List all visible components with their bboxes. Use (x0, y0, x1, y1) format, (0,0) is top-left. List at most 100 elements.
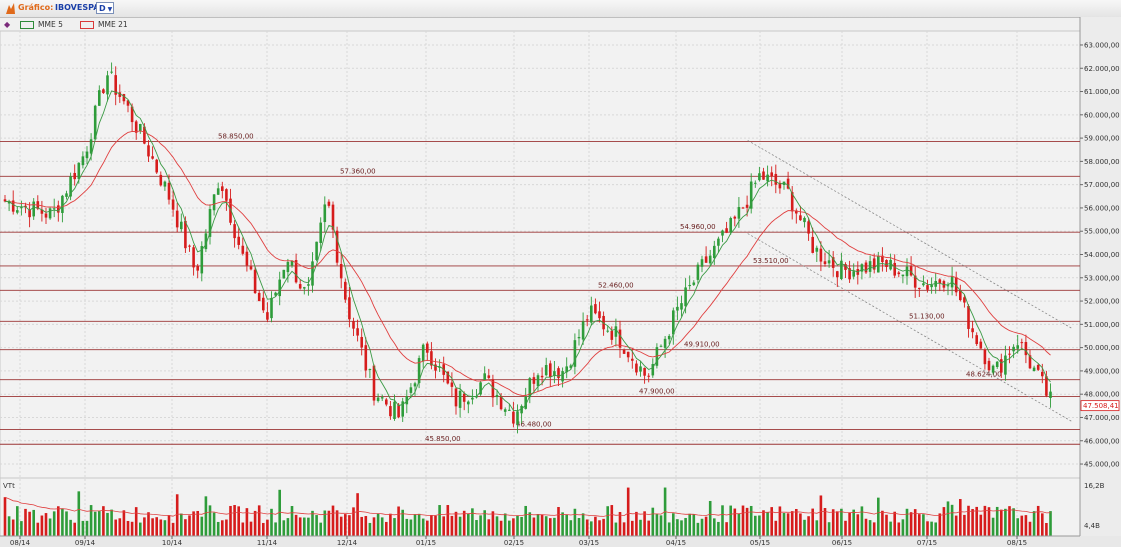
date-axis-panel (0, 536, 1121, 547)
volume-bar (352, 507, 355, 536)
legend-ema21[interactable]: MME 21 (80, 20, 128, 29)
candle-up (290, 260, 294, 266)
candle-down (532, 377, 536, 384)
volume-bar (360, 516, 363, 536)
candle-up (922, 283, 925, 286)
volume-bar (24, 508, 27, 536)
volume-bar (303, 517, 306, 536)
level-label: 53.510,00 (753, 257, 789, 265)
y-tick-label: 58.000,00 (1084, 158, 1120, 166)
volume-bar (795, 508, 798, 536)
volume-bar (602, 518, 605, 536)
volume-bar (594, 516, 597, 536)
candle-down (175, 210, 179, 228)
volume-bar (421, 518, 425, 536)
volume-bar (89, 505, 93, 536)
candle-down (339, 263, 343, 279)
candle-down (741, 207, 745, 209)
candle-up (663, 338, 667, 348)
volume-bar (831, 509, 835, 536)
volume-bar (811, 508, 814, 536)
volume-bar (643, 511, 646, 536)
volume-bar (368, 522, 372, 536)
candle-up (684, 287, 687, 307)
level-label: 49.910,00 (684, 341, 720, 349)
candle-up (93, 105, 97, 140)
volume-bar (569, 520, 573, 536)
volume-bar (454, 511, 458, 536)
candle-down (647, 375, 650, 377)
candle-down (602, 315, 605, 330)
candle-up (651, 364, 655, 376)
volume-bar (462, 510, 466, 536)
volume-bar (684, 517, 687, 536)
candle-down (249, 266, 253, 270)
candle-down (795, 210, 798, 214)
volume-bar (991, 517, 995, 536)
candle-up (1049, 391, 1052, 398)
candle-up (1016, 345, 1019, 349)
support-resistance-lines: 58.850,00 57.360,00 54.960,00 53.510,00 52.4… (0, 133, 1080, 445)
volume-bar (348, 515, 351, 536)
volume-bar (81, 520, 85, 536)
volume-bar (1016, 518, 1019, 536)
volume-bar (122, 510, 126, 536)
candle-up (163, 181, 167, 187)
volume-bar (286, 518, 290, 536)
candle-down (979, 341, 983, 349)
candle-down (893, 262, 896, 276)
last-price-marker: 47.508,41 (1080, 400, 1120, 412)
volume-bar (696, 522, 700, 536)
volume-bar (836, 511, 839, 536)
volume-bar (590, 521, 593, 536)
period-select[interactable]: D ▼ (96, 2, 114, 14)
volume-bar (561, 512, 564, 536)
candle-up (368, 369, 372, 371)
volume-bar (536, 513, 540, 536)
legend-ema5-label: MME 5 (38, 20, 63, 29)
volume-bar (180, 513, 183, 536)
volume-bar (860, 506, 864, 536)
candle-up (528, 378, 532, 398)
candle-down (385, 399, 388, 405)
volume-bar (442, 516, 445, 536)
volume-bar (413, 514, 417, 536)
volume-bar (725, 522, 728, 536)
volume-bar (639, 519, 642, 536)
last-price-box (1080, 400, 1120, 412)
candle-up (307, 284, 310, 286)
legend-ema5[interactable]: MME 5 (20, 20, 63, 29)
candle-down (819, 248, 823, 262)
candle-down (454, 388, 458, 407)
candle-down (926, 285, 929, 290)
candle-down (335, 230, 339, 263)
diamond-icon[interactable]: ◆ (4, 20, 11, 29)
volume-bar (790, 511, 794, 536)
candle-down (241, 245, 245, 254)
volume-bar (196, 510, 199, 536)
volume-bar (799, 513, 802, 536)
legend-swatch-ema5 (20, 21, 34, 29)
candle-up (672, 310, 675, 335)
volume-bar (1000, 509, 1003, 536)
volume-bar (532, 517, 536, 536)
volume-bar (61, 508, 64, 536)
candle-up (48, 208, 52, 219)
candle-down (1045, 376, 1048, 396)
volume-bar (1045, 522, 1048, 536)
volume-bar (688, 513, 691, 536)
volume-bar (741, 505, 745, 536)
candle-down (909, 266, 913, 276)
volume-bar (270, 508, 273, 536)
volume-bar (786, 513, 790, 536)
symbol-name[interactable]: IBOVESPA (55, 3, 100, 12)
level-label: 54.960,00 (680, 223, 716, 231)
candle-up (81, 156, 85, 166)
volume-bar (672, 513, 675, 536)
price-axis: 63.000,00 62.000,00 61.000,00 60.000,00 59.0… (1080, 41, 1120, 469)
volume-bar (897, 522, 901, 536)
volume-bar (290, 506, 294, 536)
volume-bar (114, 519, 117, 536)
volume-bar (930, 521, 933, 536)
